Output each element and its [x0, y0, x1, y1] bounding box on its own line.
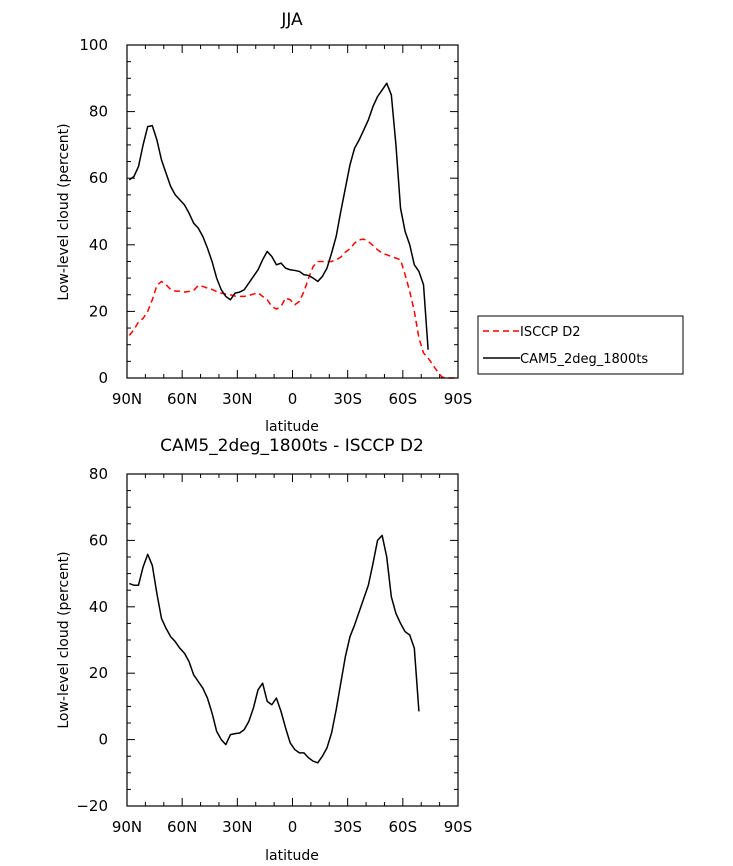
bottom-xtick-label: 90N	[112, 818, 142, 836]
bottom-series-group	[129, 534, 420, 764]
bottom-title: CAM5_2deg_1800ts - ISCCP D2	[160, 436, 424, 456]
bottom-tick-labels: 90N 60N 30N 0 30S 60S 90S −20 0 20 40 60 80	[76, 465, 472, 836]
bottom-xtick-label: 60N	[167, 818, 197, 836]
bottom-ytick-label: 40	[89, 598, 108, 616]
top-xtick-label: 30S	[333, 390, 362, 408]
top-ticks	[126, 44, 459, 379]
top-tick-labels: 90N 60N 30N 0 30S 60S 90S 0 20 40 60 80 100	[79, 36, 472, 408]
bottom-xtick-label: 60S	[389, 818, 418, 836]
top-ytick-label: 80	[89, 103, 108, 121]
legend-label-isccp: ISCCP D2	[520, 325, 581, 340]
bottom-ytick-label: 60	[89, 531, 108, 549]
top-xtick-label: 90N	[112, 390, 142, 408]
panel-top: JJA 90N 60N 30N 0 30S 60S 90S 0 20 40 60 80 100 lati…	[56, 10, 472, 435]
bottom-series-difference	[129, 534, 420, 764]
top-ytick-label: 100	[79, 36, 108, 54]
bottom-xtick-label: 0	[288, 818, 298, 836]
legend-box	[477, 315, 684, 375]
bottom-ytick-label: 0	[98, 731, 108, 749]
top-title: JJA	[280, 10, 303, 30]
bottom-xtick-label: 30N	[222, 818, 252, 836]
legend: ISCCP D2 CAM5_2deg_1800ts	[477, 315, 684, 375]
top-series-cam5-2deg-1800ts	[128, 82, 429, 350]
top-xtick-label: 60N	[167, 390, 197, 408]
bottom-xlabel: latitude	[265, 848, 319, 864]
bottom-ytick-label: −20	[76, 797, 108, 815]
legend-label-cam5: CAM5_2deg_1800ts	[520, 352, 648, 367]
top-series-group	[128, 82, 456, 379]
top-xtick-label: 30N	[222, 390, 252, 408]
top-plot-frame	[126, 44, 459, 379]
top-ytick-label: 20	[89, 302, 108, 320]
top-xtick-label: 60S	[389, 390, 418, 408]
bottom-ticks	[126, 473, 459, 807]
top-ytick-label: 60	[89, 169, 108, 187]
top-ytick-label: 40	[89, 236, 108, 254]
top-xlabel: latitude	[265, 419, 319, 435]
top-ytick-label: 0	[98, 369, 108, 387]
bottom-xtick-label: 90S	[444, 818, 473, 836]
bottom-ytick-label: 20	[89, 664, 108, 682]
bottom-plot-frame	[126, 473, 459, 807]
top-series-isccp-d2	[128, 238, 456, 379]
bottom-ytick-label: 80	[89, 465, 108, 483]
panel-bottom: CAM5_2deg_1800ts - ISCCP D2 90N 60N 30N 0 30…	[56, 436, 472, 864]
top-ylabel: Low-level cloud (percent)	[56, 123, 72, 300]
top-xtick-label: 90S	[444, 390, 473, 408]
top-xtick-label: 0	[288, 390, 298, 408]
bottom-xtick-label: 30S	[333, 818, 362, 836]
bottom-ylabel: Low-level cloud (percent)	[56, 551, 72, 728]
